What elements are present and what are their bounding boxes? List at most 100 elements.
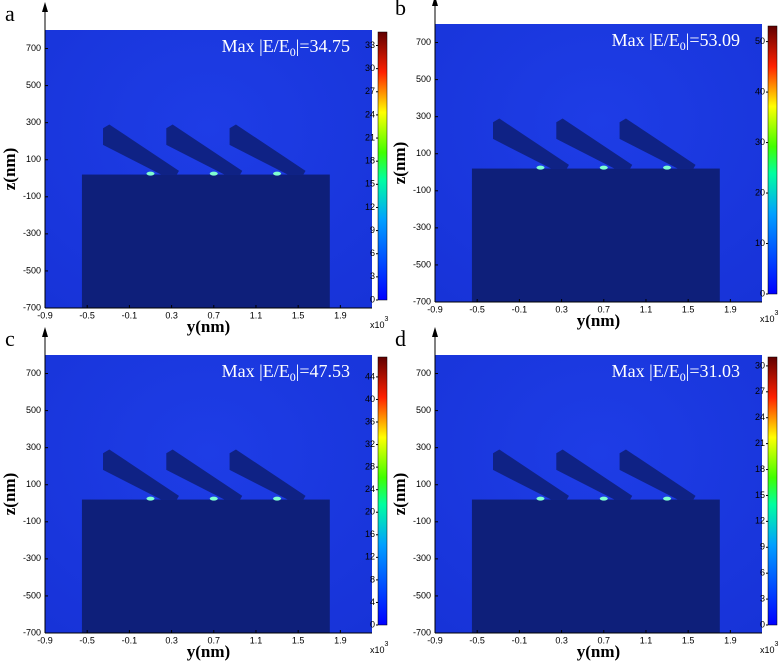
annotation-prefix: Max |E/E <box>612 30 680 50</box>
colorbar-tick-label: 15 <box>755 490 765 500</box>
annotation-mid: |= <box>686 30 700 50</box>
hotspot <box>209 496 218 501</box>
colorbar-tick-label: 24 <box>365 484 375 494</box>
colorbar-tick-label: 3 <box>760 593 765 603</box>
multiplier-base: x10 <box>370 320 385 330</box>
colorbar-tick-label: 9 <box>760 542 765 552</box>
x-tick-label: 0.7 <box>598 635 611 645</box>
x-tick-label: -0.5 <box>79 635 95 645</box>
x-tick-label: -0.1 <box>512 635 528 645</box>
x-multiplier: x103 <box>760 310 779 325</box>
x-tick-label: -0.1 <box>512 304 528 314</box>
y-tick-label: -100 <box>413 516 431 526</box>
multiplier-exponent: 3 <box>385 316 389 323</box>
grating <box>166 124 243 175</box>
y-tick-label: -500 <box>23 265 41 275</box>
colorbar-tick-label: 30 <box>755 137 765 147</box>
colorbar-tick-label: 44 <box>365 371 375 381</box>
y-tick-label: 500 <box>26 80 41 90</box>
y-tick-label: 300 <box>416 111 431 121</box>
max-annotation: Max |E/E0|=53.09 <box>612 30 740 53</box>
y-tick-label: -100 <box>413 185 431 195</box>
colorbar-tick-label: 18 <box>365 156 375 166</box>
colorbar-tick-label: 30 <box>365 63 375 73</box>
annotation-mid: |= <box>296 361 310 381</box>
y-tick-label: 500 <box>416 74 431 84</box>
annotation-value: 34.75 <box>310 36 351 56</box>
y-tick-label: 500 <box>26 405 41 415</box>
y-tick-label: -300 <box>413 222 431 232</box>
colorbar-tick-label: 33 <box>365 40 375 50</box>
substrate <box>81 499 330 633</box>
colorbar-tick-label: 20 <box>365 507 375 517</box>
x-tick-label: 0.7 <box>208 310 221 320</box>
y-axis-arrow <box>432 0 438 6</box>
y-tick-label: -100 <box>23 191 41 201</box>
grating <box>166 449 243 500</box>
colorbar-tick-label: 40 <box>755 86 765 96</box>
grating <box>103 124 179 175</box>
grating <box>619 118 696 169</box>
y-axis-label: z(nm) <box>0 148 19 190</box>
x-tick-label: -0.1 <box>122 635 138 645</box>
x-axis-label: y(nm) <box>577 642 620 661</box>
hotspot <box>273 171 282 176</box>
x-tick-label: 0.3 <box>555 304 568 314</box>
x-axis-label: y(nm) <box>187 642 230 661</box>
y-tick-label: -500 <box>23 590 41 600</box>
max-annotation: Max |E/E0|=34.75 <box>222 36 350 59</box>
colorbar-tick-label: 32 <box>365 439 375 449</box>
colorbar-tick-label: 27 <box>365 86 375 96</box>
x-axis-label: y(nm) <box>187 317 230 336</box>
multiplier-exponent: 3 <box>775 310 779 317</box>
hotspot <box>146 171 155 176</box>
colorbar-tick-label: 6 <box>760 568 765 578</box>
y-tick-label: -500 <box>413 259 431 269</box>
x-tick-label: 0.3 <box>165 635 178 645</box>
x-tick-label: -0.9 <box>37 635 53 645</box>
grating <box>229 124 306 175</box>
max-annotation: Max |E/E0|=47.53 <box>222 361 350 384</box>
annotation-mid: |= <box>296 36 310 56</box>
hotspot <box>273 496 282 501</box>
colorbar-tick-label: 9 <box>370 225 375 235</box>
grating <box>556 449 633 500</box>
y-tick-label: 700 <box>416 368 431 378</box>
y-axis-label: z(nm) <box>390 473 409 515</box>
hotspot <box>536 496 545 501</box>
x-tick-label: 1.9 <box>334 310 347 320</box>
x-multiplier: x103 <box>370 641 389 656</box>
hotspot <box>599 496 608 501</box>
y-tick-label: -300 <box>413 553 431 563</box>
x-tick-label: -0.5 <box>79 310 95 320</box>
y-tick-label: 300 <box>416 442 431 452</box>
substrate <box>81 174 330 308</box>
y-axis-arrow <box>42 2 48 12</box>
hotspot <box>599 165 608 170</box>
panel-label: b <box>395 0 406 20</box>
colorbar-tick-label: 16 <box>365 529 375 539</box>
x-tick-label: 1.9 <box>724 635 737 645</box>
colorbar-tick-label: 0 <box>370 619 375 629</box>
colorbar-tick-label: 0 <box>760 619 765 629</box>
colorbar-tick-label: 30 <box>755 360 765 370</box>
panel-label: d <box>395 326 406 351</box>
x-tick-label: 1.9 <box>334 635 347 645</box>
colorbar-tick-label: 24 <box>365 109 375 119</box>
grating <box>229 449 306 500</box>
substrate <box>471 168 720 302</box>
colorbar-tick-label: 10 <box>755 238 765 248</box>
y-tick-label: 700 <box>26 43 41 53</box>
colorbar-tick-label: 21 <box>365 132 375 142</box>
x-tick-label: 1.5 <box>682 304 695 314</box>
y-tick-label: -700 <box>23 627 41 637</box>
y-tick-label: 500 <box>416 405 431 415</box>
x-tick-label: 0.7 <box>208 635 221 645</box>
y-tick-label: 300 <box>26 442 41 452</box>
grating <box>556 118 633 169</box>
colorbar <box>767 356 778 626</box>
